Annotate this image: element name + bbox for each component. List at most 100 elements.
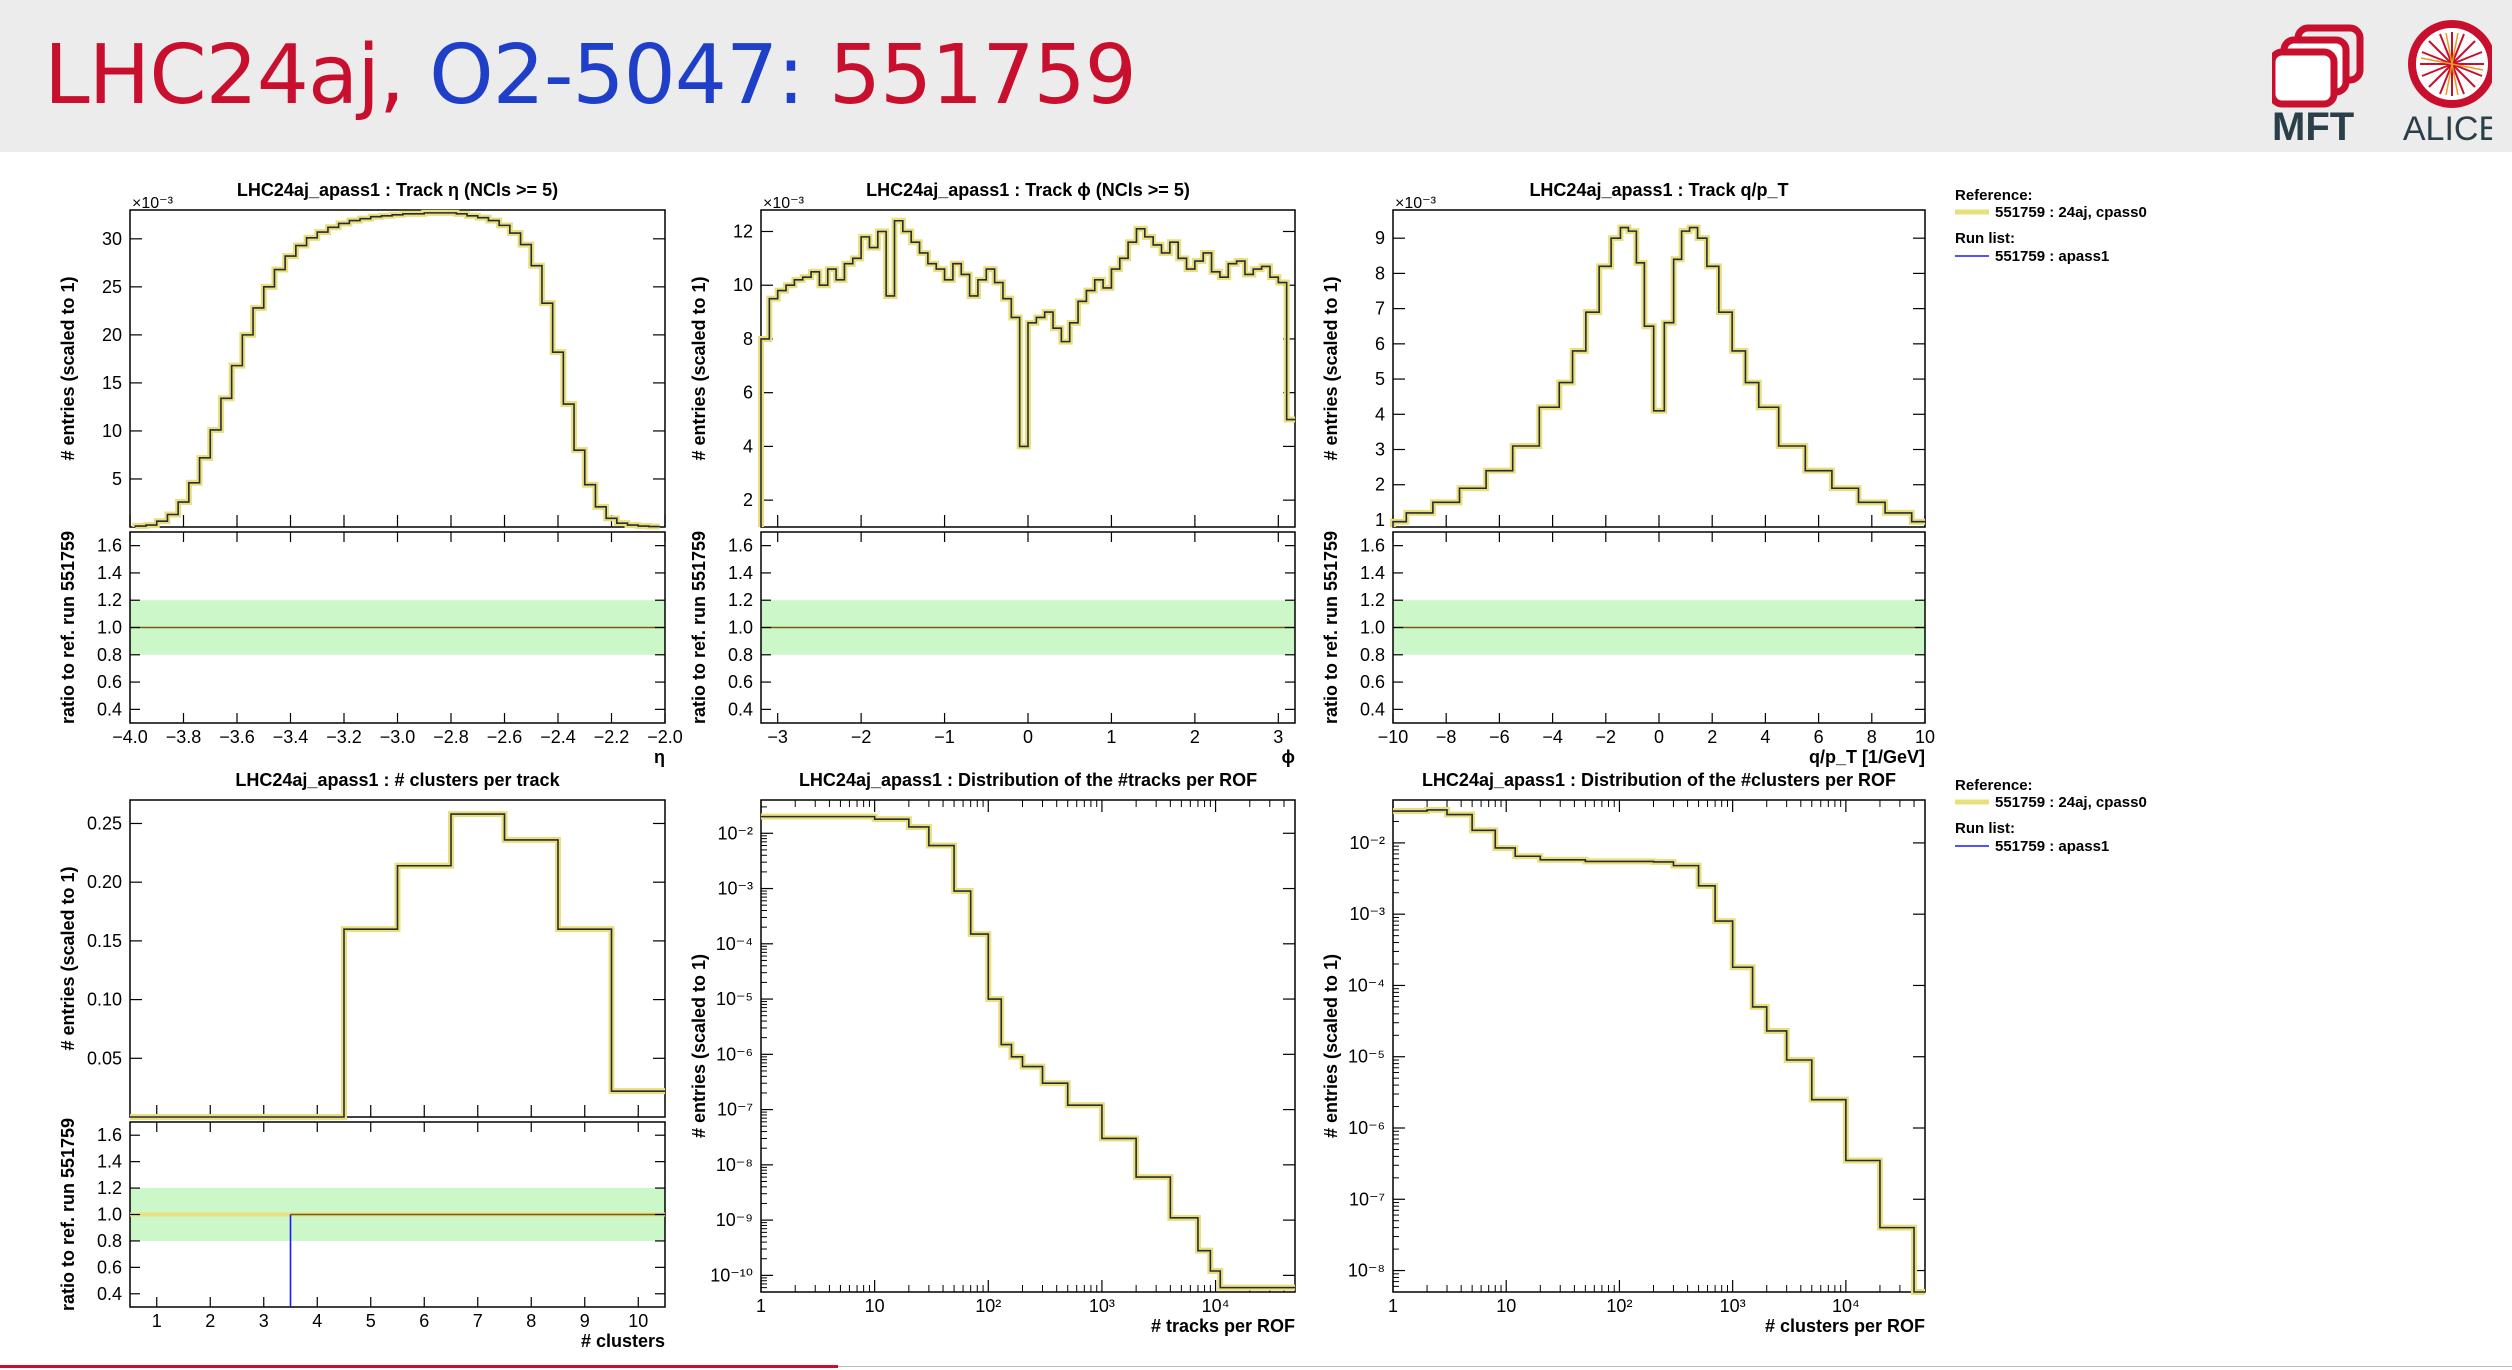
run-series-line [1392, 226, 1925, 527]
x-tick-label: 6 [1814, 727, 1824, 747]
y-axis-label: # entries (scaled to 1) [689, 276, 709, 460]
title-dataset: LHC24aj, [44, 28, 405, 123]
y-tick-label: 2 [743, 490, 753, 510]
x-tick-label: 10 [865, 1296, 885, 1316]
x-tick-label: 0 [1023, 727, 1033, 747]
alice-logo: ALICE [2403, 20, 2492, 144]
ratio-y-tick-label: 0.4 [1360, 699, 1385, 719]
x-tick-label: −10 [1378, 727, 1409, 747]
y-tick-label: 6 [1375, 334, 1385, 354]
footer-accent-line [0, 1365, 838, 1368]
x-tick-label: 3 [259, 1311, 269, 1331]
x-tick-label: 10³ [1720, 1296, 1746, 1316]
x-tick-label: 1 [1106, 727, 1116, 747]
ratio-y-tick-label: 0.4 [97, 699, 122, 719]
ratio-y-tick-label: 0.6 [728, 672, 753, 692]
ratio-y-axis-label: ratio to ref. run 551759 [689, 531, 709, 724]
y-tick-label: 15 [102, 373, 122, 393]
x-tick-label: 10⁴ [1832, 1296, 1860, 1316]
ratio-y-tick-label: 1.0 [728, 618, 753, 638]
x-tick-label: 3 [1273, 727, 1283, 747]
ratio-y-tick-label: 1.2 [1360, 590, 1385, 610]
y-exponent-label: ×10⁻³ [132, 195, 174, 212]
alice-logo-text: ALICE [2403, 110, 2492, 144]
y-axis-label: # entries (scaled to 1) [58, 276, 78, 460]
y-tick-label: 1 [1375, 510, 1385, 530]
x-tick-label: −2.4 [540, 727, 576, 747]
x-tick-label: −3.6 [219, 727, 255, 747]
x-tick-label: −4.0 [112, 727, 148, 747]
x-tick-label: 1 [152, 1311, 162, 1331]
y-tick-label: 10⁻³ [717, 879, 753, 899]
ratio-y-axis-label: ratio to ref. run 551759 [58, 531, 78, 724]
x-tick-label: −3 [767, 727, 788, 747]
chart-title: LHC24aj_apass1 : Distribution of the #cl… [1422, 770, 1896, 790]
plot-frame [129, 799, 666, 1118]
y-tick-label: 20 [102, 325, 122, 345]
y-tick-label: 0.05 [87, 1048, 122, 1068]
y-tick-label: 10 [733, 275, 753, 295]
x-tick-label: 1 [1388, 1296, 1398, 1316]
y-tick-label: 0.10 [87, 990, 122, 1010]
chart-5: LHC24aj_apass1 : Distribution of the #tr… [689, 770, 1296, 1336]
x-tick-label: −3.4 [273, 727, 309, 747]
x-axis-label: η [654, 747, 665, 767]
slide-title: LHC24aj, O2-5047: 551759 [44, 26, 1137, 126]
ratio-y-tick-label: 1.6 [97, 1125, 122, 1145]
y-tick-label: 30 [102, 229, 122, 249]
title-task: O2-5047: [429, 28, 805, 123]
ratio-y-tick-label: 0.8 [97, 645, 122, 665]
chart-2: LHC24aj_apass1 : Track ϕ (NCls >= 5) ×10⁻… [689, 180, 1296, 767]
x-tick-label: 2 [1707, 727, 1717, 747]
y-tick-label: 10⁻⁷ [1349, 1189, 1385, 1209]
y-axis-label: # entries (scaled to 1) [1321, 276, 1341, 460]
legend-1: Reference:551759 : 24aj, cpass0 Run list:… [1955, 187, 2147, 265]
legend-run-title: Run list: [1955, 820, 2015, 837]
y-tick-label: 10 [102, 421, 122, 441]
chart-title: LHC24aj_apass1 : Track η (NCls >= 5) [237, 180, 558, 200]
x-tick-label: 10³ [1089, 1296, 1115, 1316]
mft-logo-text: MFT [2272, 105, 2354, 144]
x-tick-label: −3.2 [326, 727, 362, 747]
mft-logo: MFT [2272, 24, 2364, 144]
ratio-y-tick-label: 1.4 [1360, 563, 1385, 583]
reference-series-line [1390, 224, 1925, 527]
plots-area: LHC24aj_apass1 : Track η (NCls >= 5) ×10⁻… [58, 180, 2147, 1351]
y-tick-label: 4 [1375, 404, 1385, 424]
x-axis-label: q/p_T [1/GeV] [1809, 747, 1925, 767]
y-axis-label: # entries (scaled to 1) [1321, 954, 1341, 1138]
y-tick-label: 9 [1375, 228, 1385, 248]
x-tick-label: 10 [1496, 1296, 1516, 1316]
ratio-y-tick-label: 0.6 [97, 1257, 122, 1277]
logos: MFT ALICE [2272, 20, 2492, 144]
y-tick-label: 10⁻² [1349, 833, 1385, 853]
chart-1: LHC24aj_apass1 : Track η (NCls >= 5) ×10⁻… [58, 180, 683, 767]
x-tick-label: 2 [1190, 727, 1200, 747]
x-tick-label: 2 [205, 1311, 215, 1331]
run-series-line [761, 815, 1295, 1289]
chart-title: LHC24aj_apass1 : Track ϕ (NCls >= 5) [866, 180, 1190, 200]
ratio-y-tick-label: 1.6 [728, 536, 753, 556]
y-axis-label: # entries (scaled to 1) [689, 954, 709, 1138]
run-series-line [1393, 809, 1925, 1293]
reference-series-line [761, 813, 1295, 1291]
ratio-y-tick-label: 0.6 [97, 672, 122, 692]
ratio-y-tick-label: 1.4 [97, 1152, 122, 1172]
plot-frame [1392, 799, 1926, 1293]
x-tick-label: 10 [628, 1311, 648, 1331]
chart-3: LHC24aj_apass1 : Track q/p_T ×10⁻³ # entri… [1321, 180, 1935, 767]
ratio-y-tick-label: 1.4 [728, 563, 753, 583]
x-tick-label: −2.8 [433, 727, 469, 747]
y-tick-label: 4 [743, 436, 753, 456]
chart-6: LHC24aj_apass1 : Distribution of the #cl… [1321, 770, 1926, 1336]
y-tick-label: 0.25 [87, 813, 122, 833]
y-tick-label: 10⁻⁴ [716, 934, 753, 954]
slide-header: LHC24aj, O2-5047: 551759 MFT ALICE [0, 0, 2512, 152]
x-tick-label: 8 [1867, 727, 1877, 747]
ratio-y-tick-label: 1.0 [97, 1205, 122, 1225]
x-tick-label: 1 [756, 1296, 766, 1316]
x-tick-label: −3.0 [380, 727, 416, 747]
x-tick-label: −2 [851, 727, 872, 747]
x-tick-label: 6 [419, 1311, 429, 1331]
ratio-y-tick-label: 1.2 [97, 590, 122, 610]
